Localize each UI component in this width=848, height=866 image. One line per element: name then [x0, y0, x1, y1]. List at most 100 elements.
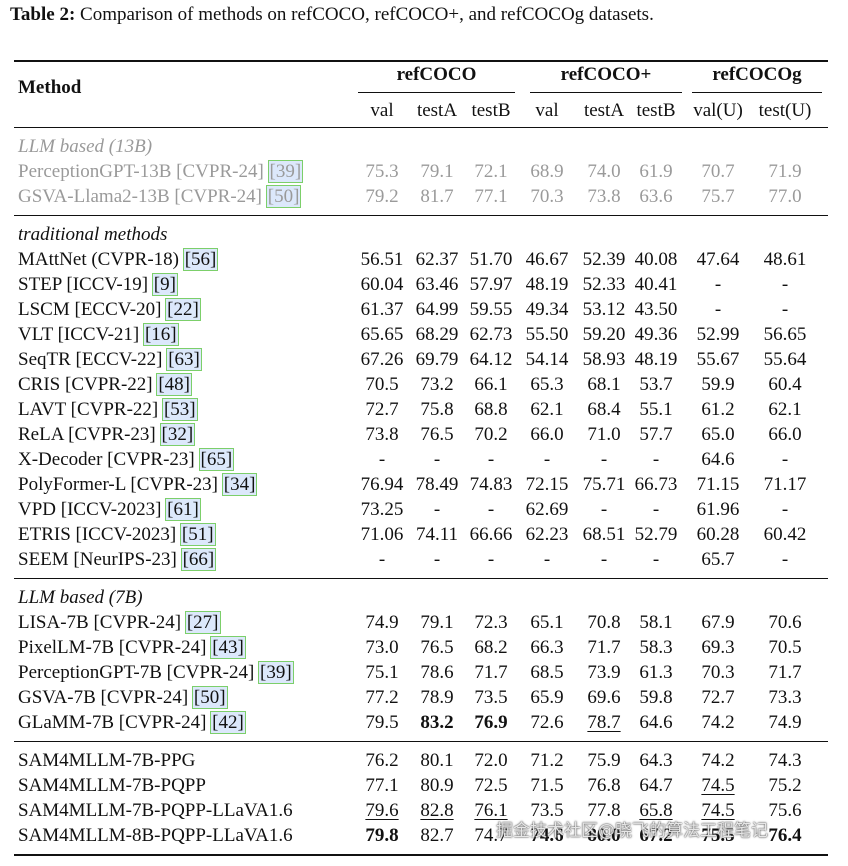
method-name: LISA-7B [CVPR-24] [18, 612, 182, 633]
value-cell: 65.0 [701, 424, 735, 445]
value-cell: - [781, 449, 789, 470]
method-cell: CRIS [CVPR-22] [48] [18, 373, 193, 396]
method-cell: ETRIS [ICCV-2023] [51] [18, 523, 216, 546]
value-cell: 73.5 [530, 800, 564, 821]
value-cell: 75.8 [420, 399, 454, 420]
value-cell: - [487, 499, 495, 520]
value-cell: 72.15 [525, 474, 569, 495]
value-cell: 52.99 [696, 324, 740, 345]
value-cell: 77.8 [587, 800, 621, 821]
value-cell: - [714, 299, 722, 320]
value-cell: 59.9 [701, 374, 735, 395]
rule [14, 741, 828, 742]
value-cell: - [781, 549, 789, 570]
rule [14, 127, 828, 128]
value-cell: 61.2 [701, 399, 735, 420]
value-cell: 46.67 [525, 249, 569, 270]
citation: [27] [184, 611, 221, 634]
value-cell: 73.3 [768, 687, 802, 708]
value-cell: 75.71 [582, 474, 626, 495]
value-cell: 70.7 [701, 161, 735, 182]
value-cell: 79.2 [365, 186, 399, 207]
column-header: val [535, 100, 559, 121]
method-name: SAM4MLLM-7B-PQPP [18, 775, 206, 796]
citation: [34] [221, 473, 258, 496]
value-cell: - [543, 549, 551, 570]
method-header: Method [18, 77, 82, 98]
citation: [16] [142, 323, 179, 346]
value-cell: 82.7 [420, 825, 454, 846]
value-cell: 71.15 [696, 474, 740, 495]
value-cell: 56.51 [360, 249, 404, 270]
value-cell: 70.8 [587, 612, 621, 633]
value-cell: 76.9 [474, 712, 508, 733]
value-cell: 61.96 [696, 499, 740, 520]
value-cell: 68.51 [582, 524, 626, 545]
value-cell: 75.1 [365, 662, 399, 683]
value-cell: 66.1 [474, 374, 508, 395]
value-cell: 55.64 [763, 349, 807, 370]
value-cell: 73.5 [474, 687, 508, 708]
value-cell: 75.9 [587, 750, 621, 771]
value-cell: 62.69 [525, 499, 569, 520]
value-cell: 68.1 [587, 374, 621, 395]
value-cell: 55.67 [696, 349, 740, 370]
value-cell: 74.11 [415, 524, 459, 545]
value-cell: 75.7 [701, 186, 735, 207]
value-cell: 63.46 [415, 274, 459, 295]
value-cell: 55.1 [639, 399, 673, 420]
method-cell: LISA-7B [CVPR-24] [27] [18, 611, 221, 634]
value-cell: 71.17 [763, 474, 807, 495]
value-cell: - [714, 274, 722, 295]
value-cell: 74.9 [768, 712, 802, 733]
column-header: test(U) [758, 100, 812, 121]
value-cell: 79.5 [365, 712, 399, 733]
citation: [56] [182, 248, 219, 271]
citation: [42] [210, 711, 246, 734]
value-cell: 75.5 [701, 825, 735, 846]
value-cell: 72.7 [701, 687, 735, 708]
rule [14, 578, 828, 579]
value-cell: 79.1 [420, 161, 454, 182]
citation: [48] [156, 373, 193, 396]
caption-text: Comparison of methods on refCOCO, refCOC… [80, 4, 654, 25]
value-cell: 58.93 [582, 349, 626, 370]
value-cell: 71.7 [768, 662, 802, 683]
value-cell: 70.5 [365, 374, 399, 395]
value-cell: - [781, 274, 789, 295]
value-cell: 40.41 [634, 274, 678, 295]
value-cell: 76.5 [420, 637, 454, 658]
column-header: testB [636, 100, 676, 121]
method-cell: ReLA [CVPR-23] [32] [18, 423, 196, 446]
method-cell: LAVT [CVPR-22] [53] [18, 398, 198, 421]
citation: [51] [179, 523, 216, 546]
value-cell: 65.9 [530, 687, 564, 708]
value-cell: - [487, 449, 495, 470]
method-cell: SAM4MLLM-7B-PQPP [18, 775, 206, 797]
method-name: CRIS [CVPR-22] [18, 374, 153, 395]
value-cell: 74.0 [587, 161, 621, 182]
value-cell: 52.39 [582, 249, 626, 270]
citation: [63] [166, 348, 202, 371]
rule [692, 92, 822, 93]
value-cell: 77.1 [474, 186, 508, 207]
value-cell: 58.3 [639, 637, 673, 658]
value-cell: 73.9 [587, 662, 621, 683]
value-cell: 62.37 [415, 249, 459, 270]
value-cell: 71.06 [360, 524, 404, 545]
citation: [50] [191, 686, 228, 709]
method-cell: PerceptionGPT-7B [CVPR-24] [39] [18, 661, 294, 684]
value-cell: 61.3 [639, 662, 673, 683]
method-name: SAM4MLLM-8B-PQPP-LLaVA1.6 [18, 825, 293, 846]
value-cell: 74.2 [701, 750, 735, 771]
value-cell: 64.12 [469, 349, 513, 370]
section-title: LLM based (7B) [18, 587, 143, 608]
column-header: testB [471, 100, 511, 121]
citation: [50] [265, 185, 302, 208]
value-cell: 78.49 [415, 474, 459, 495]
value-cell: 76.8 [587, 775, 621, 796]
value-cell: 60.04 [360, 274, 404, 295]
value-cell: 70.3 [530, 186, 564, 207]
value-cell: 68.8 [474, 399, 508, 420]
value-cell: - [433, 499, 441, 520]
